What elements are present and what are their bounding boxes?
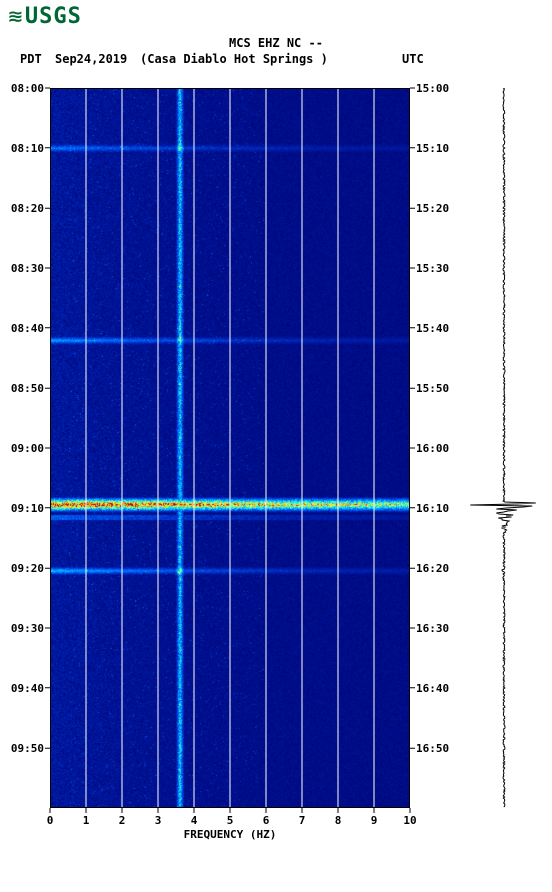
- x-tick: 2: [112, 814, 132, 827]
- x-axis-title: FREQUENCY (HZ): [50, 828, 410, 841]
- y-tick-right: 15:10: [416, 142, 449, 155]
- y-tick-right: 16:40: [416, 682, 449, 695]
- x-tick: 7: [292, 814, 312, 827]
- y-tick-right: 15:50: [416, 382, 449, 395]
- y-tick-right: 16:00: [416, 442, 449, 455]
- y-tick-right: 16:10: [416, 502, 449, 515]
- y-tick-left: 09:20: [6, 562, 44, 575]
- y-tick-right: 15:40: [416, 322, 449, 335]
- y-tick-right: 16:20: [416, 562, 449, 575]
- x-tick: 9: [364, 814, 384, 827]
- tz-left-label: PDT: [20, 52, 42, 66]
- usgs-logo: ≋ USGS: [10, 4, 82, 29]
- x-tick: 6: [256, 814, 276, 827]
- y-tick-left: 08:30: [6, 262, 44, 275]
- date-label: Sep24,2019: [55, 52, 127, 66]
- x-tick: 8: [328, 814, 348, 827]
- y-tick-left: 08:50: [6, 382, 44, 395]
- y-tick-left: 09:40: [6, 682, 44, 695]
- chart-title: MCS EHZ NC --: [0, 36, 552, 50]
- logo-wave-icon: ≋: [8, 6, 22, 27]
- y-tick-right: 15:30: [416, 262, 449, 275]
- tz-right-label: UTC: [402, 52, 424, 66]
- x-tick: 5: [220, 814, 240, 827]
- y-tick-left: 08:20: [6, 202, 44, 215]
- y-tick-left: 08:00: [6, 82, 44, 95]
- seismogram-waveform: [464, 88, 544, 808]
- logo-text: USGS: [25, 4, 82, 29]
- y-tick-left: 08:10: [6, 142, 44, 155]
- y-tick-right: 16:30: [416, 622, 449, 635]
- x-tick: 0: [40, 814, 60, 827]
- y-tick-left: 09:00: [6, 442, 44, 455]
- location-label: (Casa Diablo Hot Springs ): [140, 52, 328, 66]
- y-tick-left: 09:50: [6, 742, 44, 755]
- x-tick: 10: [400, 814, 420, 827]
- y-tick-right: 15:00: [416, 82, 449, 95]
- y-tick-left: 09:30: [6, 622, 44, 635]
- x-tick: 3: [148, 814, 168, 827]
- y-tick-right: 15:20: [416, 202, 449, 215]
- x-tick: 4: [184, 814, 204, 827]
- y-tick-left: 08:40: [6, 322, 44, 335]
- x-tick: 1: [76, 814, 96, 827]
- y-tick-right: 16:50: [416, 742, 449, 755]
- plot-overlay: [50, 88, 410, 808]
- y-tick-left: 09:10: [6, 502, 44, 515]
